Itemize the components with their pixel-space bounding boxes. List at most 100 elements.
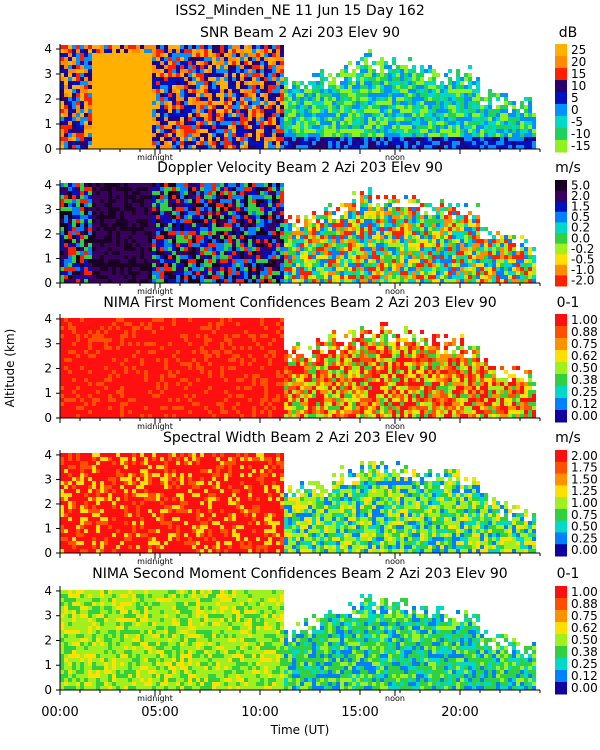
heatmap-cell [272, 207, 276, 211]
heatmap-cell [88, 129, 92, 133]
heatmap-cell [448, 145, 452, 149]
heatmap-cell [476, 101, 480, 105]
heatmap-cell [224, 183, 228, 187]
heatmap-cell [192, 137, 196, 141]
heatmap-cell [140, 73, 144, 77]
heatmap-cell [232, 77, 236, 81]
heatmap-cell [64, 137, 68, 141]
heatmap-cell [120, 133, 124, 137]
heatmap-cell [432, 89, 436, 93]
heatmap-cell [336, 231, 340, 235]
heatmap-cell [240, 191, 244, 195]
heatmap-cell [148, 227, 152, 231]
colorbar-label: 25 [571, 43, 586, 57]
heatmap-cell [304, 141, 308, 145]
heatmap-cell [236, 109, 240, 113]
heatmap-cell [208, 145, 212, 149]
heatmap-cell [96, 251, 100, 255]
heatmap-cell [240, 183, 244, 187]
heatmap-cell [444, 113, 448, 117]
heatmap-cell [416, 77, 420, 81]
heatmap-cell [360, 105, 364, 109]
heatmap-cell [248, 93, 252, 97]
heatmap-cell [376, 247, 380, 251]
heatmap-cell [504, 109, 508, 113]
heatmap-cell [256, 145, 260, 149]
heatmap-cell [252, 219, 256, 223]
heatmap-cell [328, 85, 332, 89]
heatmap-cell [80, 275, 84, 279]
heatmap-cell [416, 231, 420, 235]
heatmap-cell [88, 207, 92, 211]
heatmap-cell [92, 243, 96, 247]
heatmap-cell [84, 69, 88, 73]
heatmap-cell [276, 203, 280, 207]
heatmap-cell [132, 73, 136, 77]
heatmap-cell [212, 117, 216, 121]
heatmap-cell [124, 215, 128, 219]
heatmap-cell [148, 117, 152, 121]
heatmap-cell [372, 235, 376, 239]
heatmap-cell [312, 129, 316, 133]
heatmap-cell [188, 231, 192, 235]
heatmap-cell [420, 247, 424, 251]
heatmap-cell [304, 125, 308, 129]
heatmap-cell [492, 259, 496, 263]
heatmap-cell [320, 133, 324, 137]
heatmap-cell [440, 219, 444, 223]
heatmap-cell [496, 97, 500, 101]
heatmap-cell [60, 137, 64, 141]
heatmap-cell [348, 247, 352, 251]
heatmap-cell [200, 113, 204, 117]
heatmap-cell [196, 203, 200, 207]
heatmap-cell [324, 109, 328, 113]
heatmap-cell [320, 93, 324, 97]
heatmap-cell [400, 93, 404, 97]
heatmap-cell [452, 275, 456, 279]
heatmap-cell [96, 89, 100, 93]
heatmap-cell [260, 109, 264, 113]
heatmap-cell [152, 65, 156, 69]
heatmap-cell [452, 93, 456, 97]
heatmap-cell [84, 191, 88, 195]
heatmap-cell [348, 121, 352, 125]
heatmap-cell [236, 263, 240, 267]
heatmap-cell [388, 203, 392, 207]
heatmap-cell [228, 133, 232, 137]
heatmap-cell [372, 69, 376, 73]
heatmap-cell [224, 97, 228, 101]
heatmap-cell [468, 247, 472, 251]
heatmap-cell [344, 65, 348, 69]
heatmap-cell [364, 195, 368, 199]
heatmap-cell [532, 141, 536, 145]
heatmap-cell [260, 73, 264, 77]
heatmap-cell [368, 105, 372, 109]
heatmap-cell [464, 117, 468, 121]
heatmap-cell [168, 113, 172, 117]
heatmap-cell [72, 263, 76, 267]
heatmap-cell [452, 89, 456, 93]
heatmap-cell [184, 89, 188, 93]
heatmap-cell [276, 49, 280, 53]
heatmap-cell [232, 125, 236, 129]
heatmap-cell [220, 231, 224, 235]
heatmap-cell [180, 141, 184, 145]
heatmap-cell [392, 101, 396, 105]
heatmap-cell [396, 145, 400, 149]
heatmap-cell [216, 219, 220, 223]
heatmap-cell [108, 247, 112, 251]
heatmap-cell [72, 133, 76, 137]
heatmap-cell [300, 231, 304, 235]
heatmap-cell [108, 65, 112, 69]
heatmap-cell [312, 101, 316, 105]
heatmap-cell [64, 271, 68, 275]
heatmap-cell [228, 215, 232, 219]
heatmap-cell [76, 73, 80, 77]
heatmap-cell [312, 121, 316, 125]
heatmap-cell [228, 53, 232, 57]
heatmap-cell [412, 255, 416, 259]
heatmap-cell [164, 235, 168, 239]
heatmap-cell [352, 89, 356, 93]
colorbar-swatch [555, 68, 567, 81]
heatmap-cell [344, 73, 348, 77]
